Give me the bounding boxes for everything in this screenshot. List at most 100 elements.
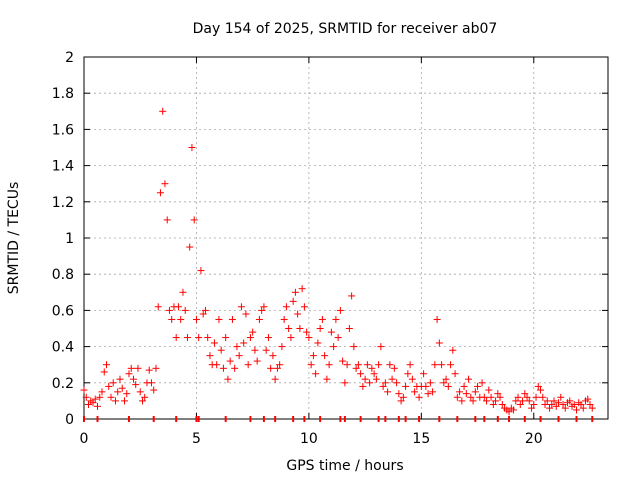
data-point bbox=[343, 361, 351, 369]
data-point bbox=[269, 352, 277, 360]
data-point bbox=[246, 334, 254, 342]
data-point bbox=[267, 364, 275, 372]
x-tick-label: 20 bbox=[525, 431, 543, 447]
data-point bbox=[586, 401, 594, 409]
data-point bbox=[541, 401, 549, 409]
data-point bbox=[381, 379, 389, 387]
data-point bbox=[348, 292, 356, 300]
data-point bbox=[442, 375, 450, 383]
data-point bbox=[375, 361, 383, 369]
data-point bbox=[327, 328, 335, 336]
data-point bbox=[352, 364, 360, 372]
data-point bbox=[537, 386, 545, 394]
data-point bbox=[316, 325, 324, 332]
data-point bbox=[363, 361, 371, 369]
data-point bbox=[384, 388, 392, 396]
data-point bbox=[188, 144, 196, 151]
data-point bbox=[237, 303, 245, 311]
y-tick-label: 1.2 bbox=[52, 195, 74, 211]
data-point bbox=[498, 401, 506, 409]
data-point bbox=[579, 404, 587, 412]
data-point bbox=[366, 379, 374, 387]
data-point bbox=[361, 375, 369, 383]
data-point bbox=[141, 393, 149, 401]
data-point bbox=[213, 361, 221, 369]
data-point bbox=[172, 334, 180, 342]
data-point bbox=[519, 397, 527, 405]
data-point bbox=[289, 297, 297, 305]
data-point bbox=[111, 397, 119, 405]
data-point bbox=[424, 390, 432, 398]
data-point bbox=[447, 361, 455, 369]
data-point bbox=[440, 379, 448, 387]
data-point bbox=[462, 390, 470, 398]
data-point bbox=[411, 388, 419, 396]
data-point bbox=[588, 404, 596, 412]
data-point bbox=[226, 357, 234, 365]
data-point bbox=[393, 379, 401, 387]
data-point bbox=[469, 397, 477, 405]
data-point bbox=[555, 399, 563, 407]
data-point bbox=[339, 357, 347, 365]
y-tick-label: 1.8 bbox=[52, 86, 74, 102]
data-point bbox=[240, 339, 248, 347]
data-point bbox=[93, 402, 101, 410]
data-point bbox=[255, 315, 263, 323]
data-point bbox=[217, 346, 225, 354]
data-point bbox=[539, 393, 547, 401]
data-point bbox=[303, 328, 311, 336]
data-point bbox=[550, 397, 558, 405]
data-point bbox=[435, 339, 443, 347]
data-point bbox=[480, 393, 488, 401]
data-point bbox=[156, 189, 164, 197]
data-point bbox=[168, 315, 176, 323]
data-point bbox=[570, 401, 578, 409]
data-point bbox=[318, 315, 326, 323]
data-point bbox=[444, 382, 452, 390]
data-points bbox=[80, 107, 596, 422]
data-point bbox=[235, 352, 243, 360]
data-point bbox=[485, 386, 493, 394]
data-point bbox=[489, 401, 497, 409]
data-point bbox=[546, 404, 554, 412]
data-point bbox=[350, 343, 358, 351]
x-axis-label: GPS time / hours bbox=[286, 458, 403, 474]
data-point bbox=[82, 393, 90, 401]
data-point bbox=[525, 397, 533, 405]
x-tick-label: 15 bbox=[412, 431, 430, 447]
data-point bbox=[456, 388, 464, 396]
data-point bbox=[471, 388, 479, 396]
data-point bbox=[431, 361, 439, 369]
data-point bbox=[449, 346, 457, 354]
y-tick-label: 0.4 bbox=[52, 340, 74, 356]
data-point bbox=[258, 306, 266, 314]
data-point bbox=[305, 334, 313, 342]
data-point bbox=[276, 361, 284, 369]
data-point bbox=[397, 397, 405, 405]
data-point bbox=[249, 328, 257, 336]
data-point bbox=[228, 315, 236, 323]
data-point bbox=[100, 368, 108, 376]
data-point bbox=[573, 406, 581, 414]
data-point bbox=[163, 216, 171, 224]
data-point bbox=[386, 361, 394, 369]
data-point bbox=[323, 375, 331, 383]
data-point bbox=[516, 401, 524, 409]
data-point bbox=[273, 364, 281, 372]
data-point bbox=[282, 303, 290, 311]
data-point bbox=[467, 393, 475, 401]
data-point bbox=[215, 315, 223, 323]
data-point bbox=[395, 390, 403, 398]
data-point bbox=[332, 315, 340, 323]
data-point bbox=[102, 361, 110, 369]
data-point bbox=[321, 352, 329, 360]
data-point bbox=[298, 285, 306, 293]
data-point bbox=[561, 404, 569, 412]
chart-title: Day 154 of 2025, SRMTID for receiver ab0… bbox=[193, 21, 498, 37]
data-point bbox=[127, 364, 135, 372]
data-point bbox=[262, 346, 270, 354]
plot-frame bbox=[83, 56, 609, 420]
data-point bbox=[89, 399, 97, 407]
data-point bbox=[514, 393, 522, 401]
data-point bbox=[199, 310, 207, 318]
